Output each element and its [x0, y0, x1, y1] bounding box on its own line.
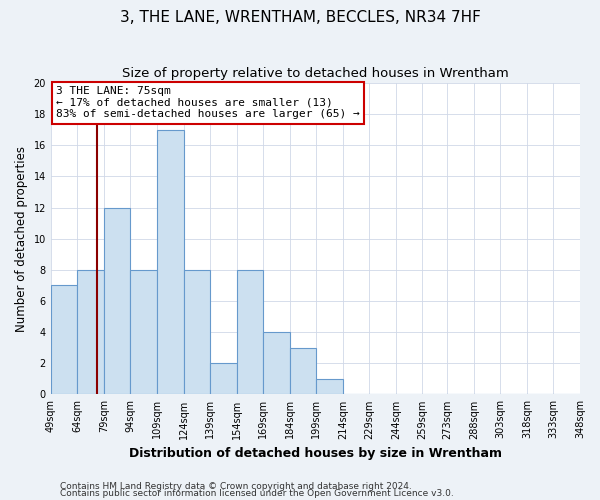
- Text: Contains HM Land Registry data © Crown copyright and database right 2024.: Contains HM Land Registry data © Crown c…: [60, 482, 412, 491]
- Bar: [77, 270, 104, 394]
- Bar: [51, 286, 77, 395]
- Bar: [316, 379, 343, 394]
- Bar: [157, 130, 184, 394]
- Bar: [290, 348, 316, 395]
- Text: Contains public sector information licensed under the Open Government Licence v3: Contains public sector information licen…: [60, 489, 454, 498]
- Text: 3 THE LANE: 75sqm
← 17% of detached houses are smaller (13)
83% of semi-detached: 3 THE LANE: 75sqm ← 17% of detached hous…: [56, 86, 360, 120]
- Title: Size of property relative to detached houses in Wrentham: Size of property relative to detached ho…: [122, 68, 509, 80]
- X-axis label: Distribution of detached houses by size in Wrentham: Distribution of detached houses by size …: [129, 447, 502, 460]
- Bar: [184, 270, 210, 394]
- Bar: [210, 364, 236, 394]
- Bar: [130, 270, 157, 394]
- Text: 3, THE LANE, WRENTHAM, BECCLES, NR34 7HF: 3, THE LANE, WRENTHAM, BECCLES, NR34 7HF: [119, 10, 481, 25]
- Bar: [104, 208, 130, 394]
- Y-axis label: Number of detached properties: Number of detached properties: [15, 146, 28, 332]
- Bar: [263, 332, 290, 394]
- Bar: [236, 270, 263, 394]
